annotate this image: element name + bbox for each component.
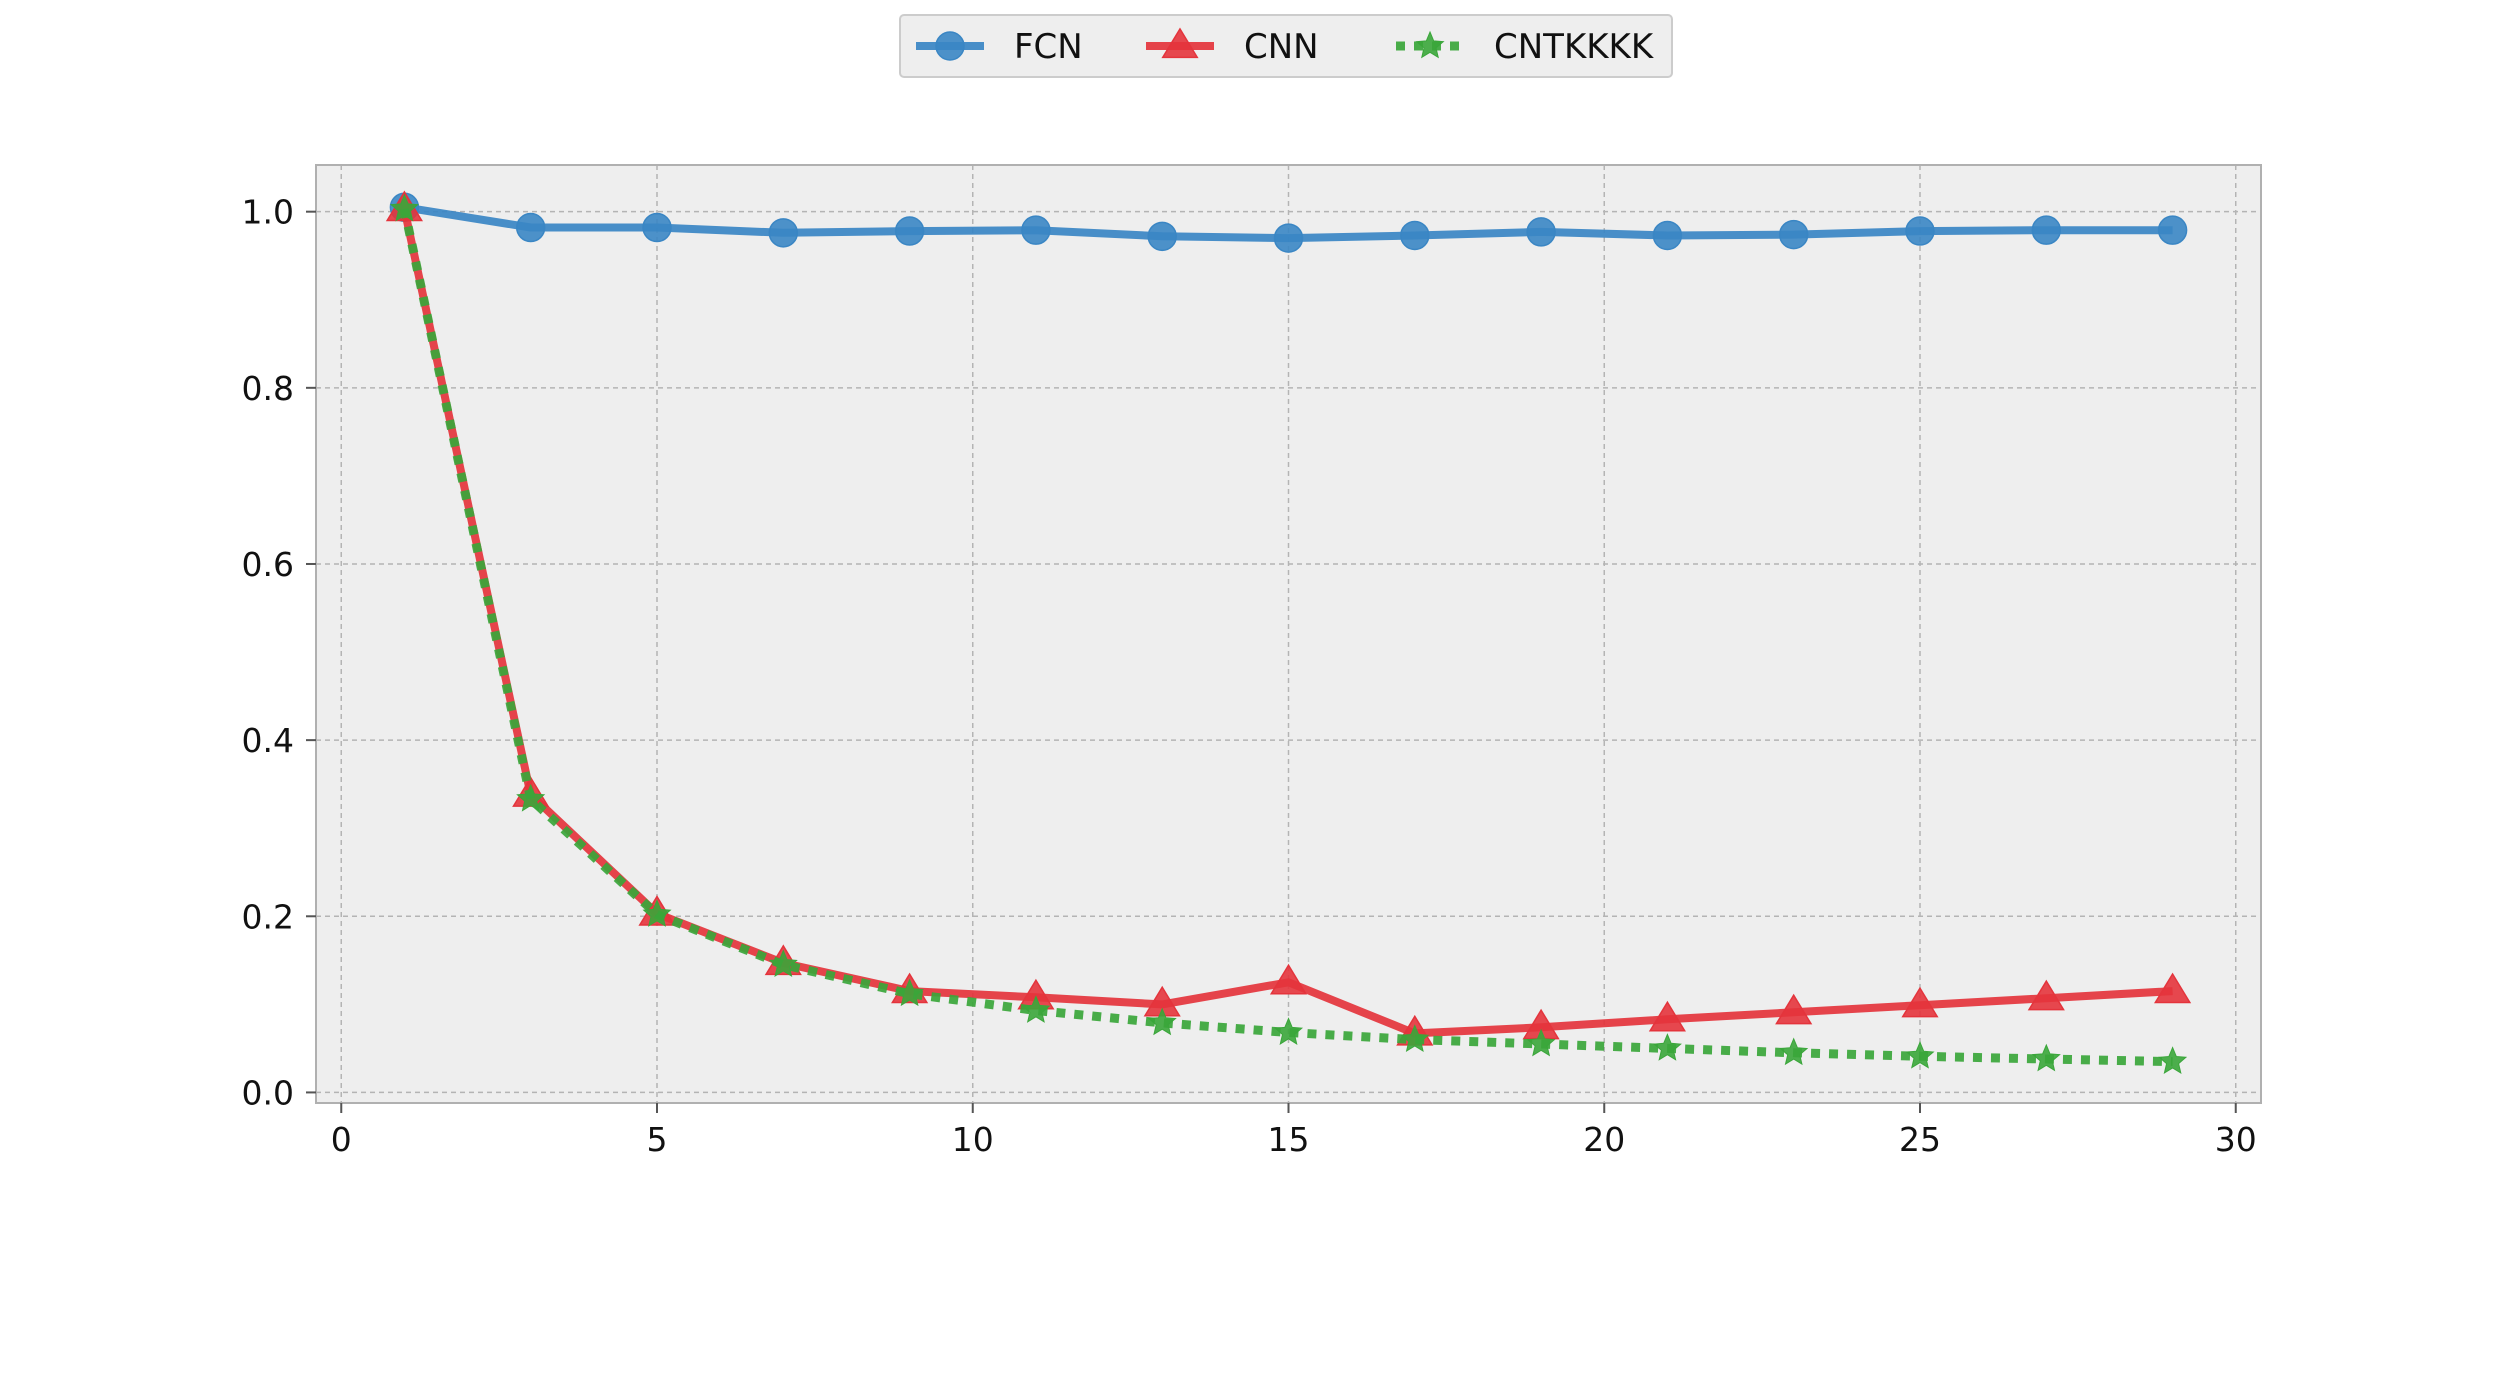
data-point-fcn — [1526, 217, 1556, 247]
x-tick-label: 30 — [2215, 1120, 2257, 1159]
x-tick-label: 5 — [647, 1120, 668, 1159]
data-point-fcn — [2157, 215, 2188, 245]
data-point-cnn — [2154, 972, 2192, 1004]
legend-box — [899, 14, 1673, 78]
grid — [316, 165, 2261, 1103]
series-fcn — [389, 192, 2188, 253]
data-point-cnn — [1901, 986, 1939, 1018]
data-point-cntkkkk — [1021, 995, 1051, 1023]
data-point-fcn — [894, 216, 925, 246]
data-point-cntkkkk — [1905, 1040, 1935, 1069]
data-point-fcn — [1778, 219, 1809, 250]
data-point-fcn — [1400, 220, 1430, 251]
legend-label-fcn: FCN — [1014, 27, 1083, 67]
axes: 0 5 10 15 20 25 30 0.0 0.2 0.4 0.6 0.8 1.0 — [242, 193, 2257, 1159]
data-point-cntkkkk — [768, 949, 798, 978]
data-point-cnn — [2027, 979, 2065, 1011]
legend-marker-cntkkkk — [1415, 30, 1445, 59]
legend-item-fcn: FCN — [916, 27, 1083, 67]
x-tick-label: 10 — [952, 1120, 994, 1159]
x-tick-label: 25 — [1899, 1120, 1941, 1159]
data-point-cntkkkk — [895, 978, 925, 1007]
y-tick-label: 0.4 — [242, 721, 294, 760]
y-tick-label: 0.8 — [242, 369, 294, 408]
data-point-cntkkkk — [1400, 1024, 1430, 1052]
legend-marker-fcn — [935, 31, 965, 61]
data-point-cnn — [1269, 963, 1308, 995]
data-point-cntkkkk — [2031, 1043, 2061, 1072]
data-point-cntkkkk — [1273, 1017, 1304, 1045]
data-point-fcn — [1021, 215, 1051, 245]
data-point-cntkkkk — [516, 783, 546, 812]
legend: FCN CNN CNTKKKK — [899, 14, 1673, 78]
data-point-cnn — [1775, 993, 1813, 1025]
x-tick-label: 20 — [1583, 1120, 1625, 1159]
data-point-cntkkkk — [1526, 1028, 1556, 1057]
x-tick-label: 0 — [331, 1120, 352, 1159]
data-point-fcn — [768, 218, 799, 248]
data-point-cntkkkk — [1652, 1033, 1682, 1061]
data-point-fcn — [642, 212, 672, 243]
y-tick-label: 0.6 — [242, 545, 294, 584]
legend-label-cnn: CNN — [1244, 27, 1319, 67]
data-point-cntkkkk — [1779, 1037, 1809, 1066]
data-point-cntkkkk — [2158, 1046, 2188, 1074]
data-point-fcn — [515, 212, 546, 243]
y-tick-label: 0.0 — [242, 1073, 294, 1112]
data-point-fcn — [1652, 220, 1683, 251]
data-point-fcn — [1147, 221, 1177, 252]
data-point-cntkkkk — [389, 193, 419, 222]
x-tick-label: 15 — [1268, 1120, 1310, 1159]
legend-label-cntkkkk: CNTKKKK — [1494, 27, 1655, 67]
data-point-cntkkkk — [642, 899, 672, 927]
data-point-cntkkkk — [1147, 1007, 1177, 1036]
data-point-fcn — [2031, 215, 2062, 245]
data-point-fcn — [1905, 216, 1935, 246]
series-cntkkkk — [389, 193, 2188, 1074]
y-tick-label: 1.0 — [242, 193, 294, 232]
legend-marker-cnn — [1161, 27, 1199, 59]
data-point-fcn — [1273, 223, 1304, 253]
legend-item-cntkkkk: CNTKKKK — [1396, 27, 1655, 67]
legend-item-cnn: CNN — [1146, 27, 1319, 67]
y-tick-label: 0.2 — [242, 897, 294, 936]
data-point-cnn — [1648, 1000, 1686, 1032]
series-layer — [385, 190, 2192, 1074]
